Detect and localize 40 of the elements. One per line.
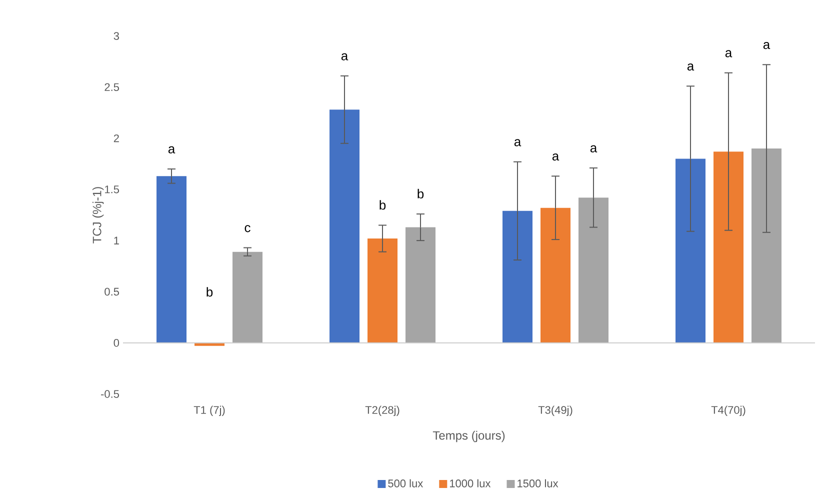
annotation: a [552, 153, 560, 161]
y-tick-label: 1 [114, 236, 119, 244]
bar [330, 110, 360, 343]
legend-label: 1500 lux [518, 479, 558, 488]
bar [752, 148, 782, 343]
y-tick-label: 2 [114, 134, 119, 142]
x-tick-label: T1 (7j) [194, 406, 225, 416]
x-tick-label: T2(28j) [365, 406, 400, 416]
y-tick-label: 0.5 [104, 288, 120, 296]
bar [714, 152, 744, 343]
bar [156, 176, 187, 343]
y-axis-title: TCJ (%j-1) [92, 187, 104, 244]
legend-label: 500 lux [388, 479, 424, 488]
legend-label: 1000 lux [450, 479, 491, 488]
annotation: a [687, 63, 694, 71]
annotation: c [244, 225, 250, 232]
annotation: b [418, 188, 424, 198]
y-tick-label: -0.5 [101, 390, 120, 398]
x-tick-label: T4(70j) [711, 406, 746, 416]
annotation: a [514, 139, 522, 146]
y-tick-label: 2.5 [104, 83, 120, 92]
bar [406, 227, 436, 343]
annotation: a [341, 53, 348, 60]
y-tick-label: 3 [114, 32, 119, 40]
bar [578, 198, 608, 343]
bar [368, 238, 398, 343]
bar [232, 252, 263, 343]
y-tick-label: 1.5 [105, 186, 120, 194]
y-tick-label: 0 [114, 338, 120, 347]
bar [540, 208, 570, 343]
x-tick-label: T3(49j) [538, 406, 572, 416]
annotation: a [590, 145, 598, 152]
bar [502, 210, 532, 343]
annotation: a [763, 42, 770, 50]
annotation: b [380, 200, 386, 210]
annotation: a [168, 146, 176, 154]
bar [676, 158, 706, 343]
annotation: b [206, 287, 213, 297]
annotation: a [725, 50, 732, 58]
x-axis-title: Temps (jours) [432, 430, 505, 442]
